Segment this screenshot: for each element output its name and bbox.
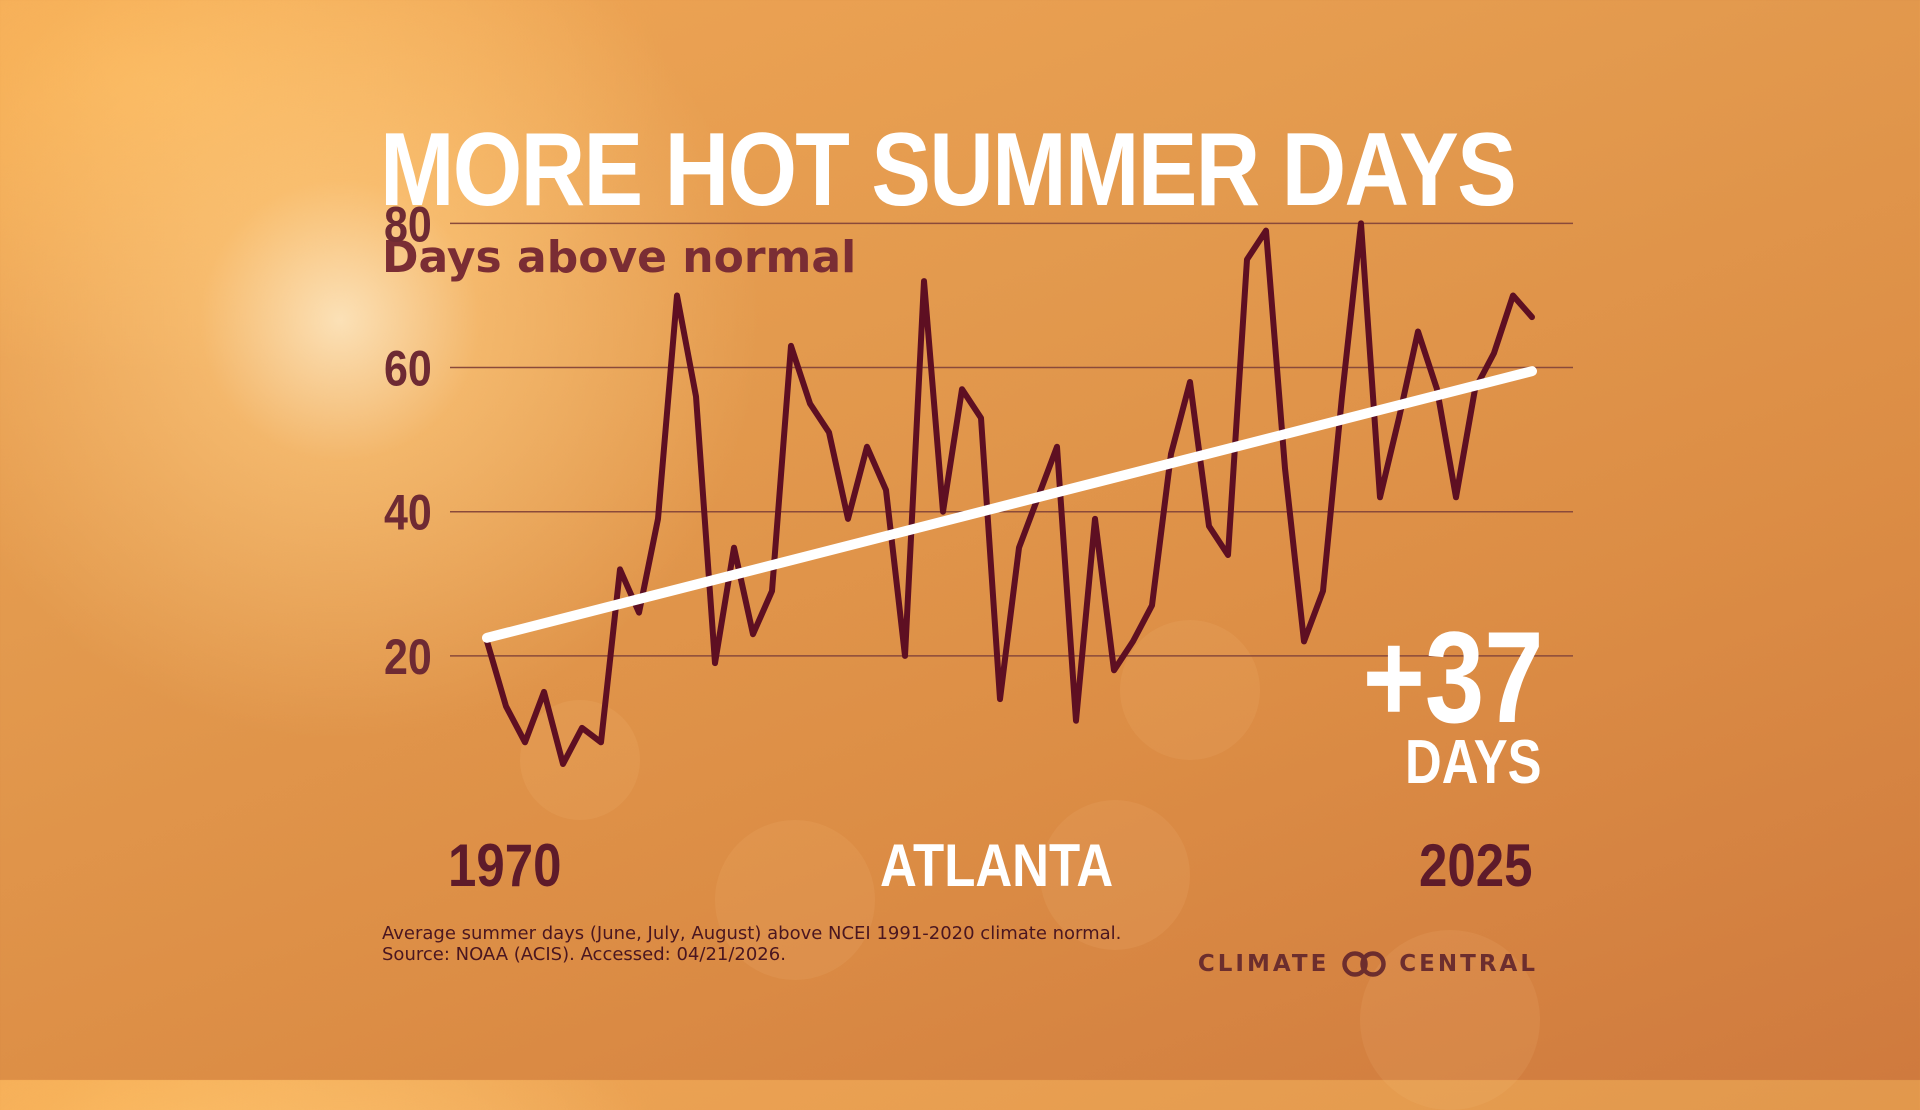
y-tick-label-40: 40 — [384, 485, 432, 541]
bokeh-circle — [520, 700, 640, 820]
series-line-days-above-normal — [484, 220, 1535, 767]
y-tick-label-20: 20 — [384, 629, 432, 685]
y-axis-ticks: 20 40 60 80 — [384, 196, 432, 684]
logo-text-right: CENTRAL — [1399, 951, 1538, 977]
footnote-source: Source: NOAA (ACIS). Accessed: 04/21/202… — [382, 944, 786, 965]
city-label: ATLANTA — [880, 832, 1114, 899]
gridlines — [450, 222, 1573, 657]
change-unit: DAYS — [1405, 728, 1542, 797]
y-tick-label-80: 80 — [384, 196, 432, 252]
bokeh-circle — [1040, 800, 1190, 950]
logo-rings-icon — [1342, 951, 1387, 977]
trend-line — [482, 366, 1537, 643]
chart-subtitle: Days above normal — [382, 232, 857, 283]
x-axis-end-label: 2025 — [1418, 832, 1532, 899]
chart-title: MORE HOT SUMMER DAYS — [380, 112, 1517, 228]
change-value: +37 — [1363, 604, 1544, 750]
climate-central-logo: CLIMATE CENTRAL — [1198, 950, 1538, 978]
footnote-description: Average summer days (June, July, August)… — [382, 923, 1122, 944]
bokeh-circle — [1120, 620, 1260, 760]
line-chart: 20 40 60 80 — [384, 196, 1573, 767]
x-axis-start-label: 1970 — [448, 832, 562, 899]
logo-text-left: CLIMATE — [1197, 951, 1330, 977]
y-tick-label-60: 60 — [384, 341, 432, 397]
bokeh-circle — [715, 820, 875, 980]
